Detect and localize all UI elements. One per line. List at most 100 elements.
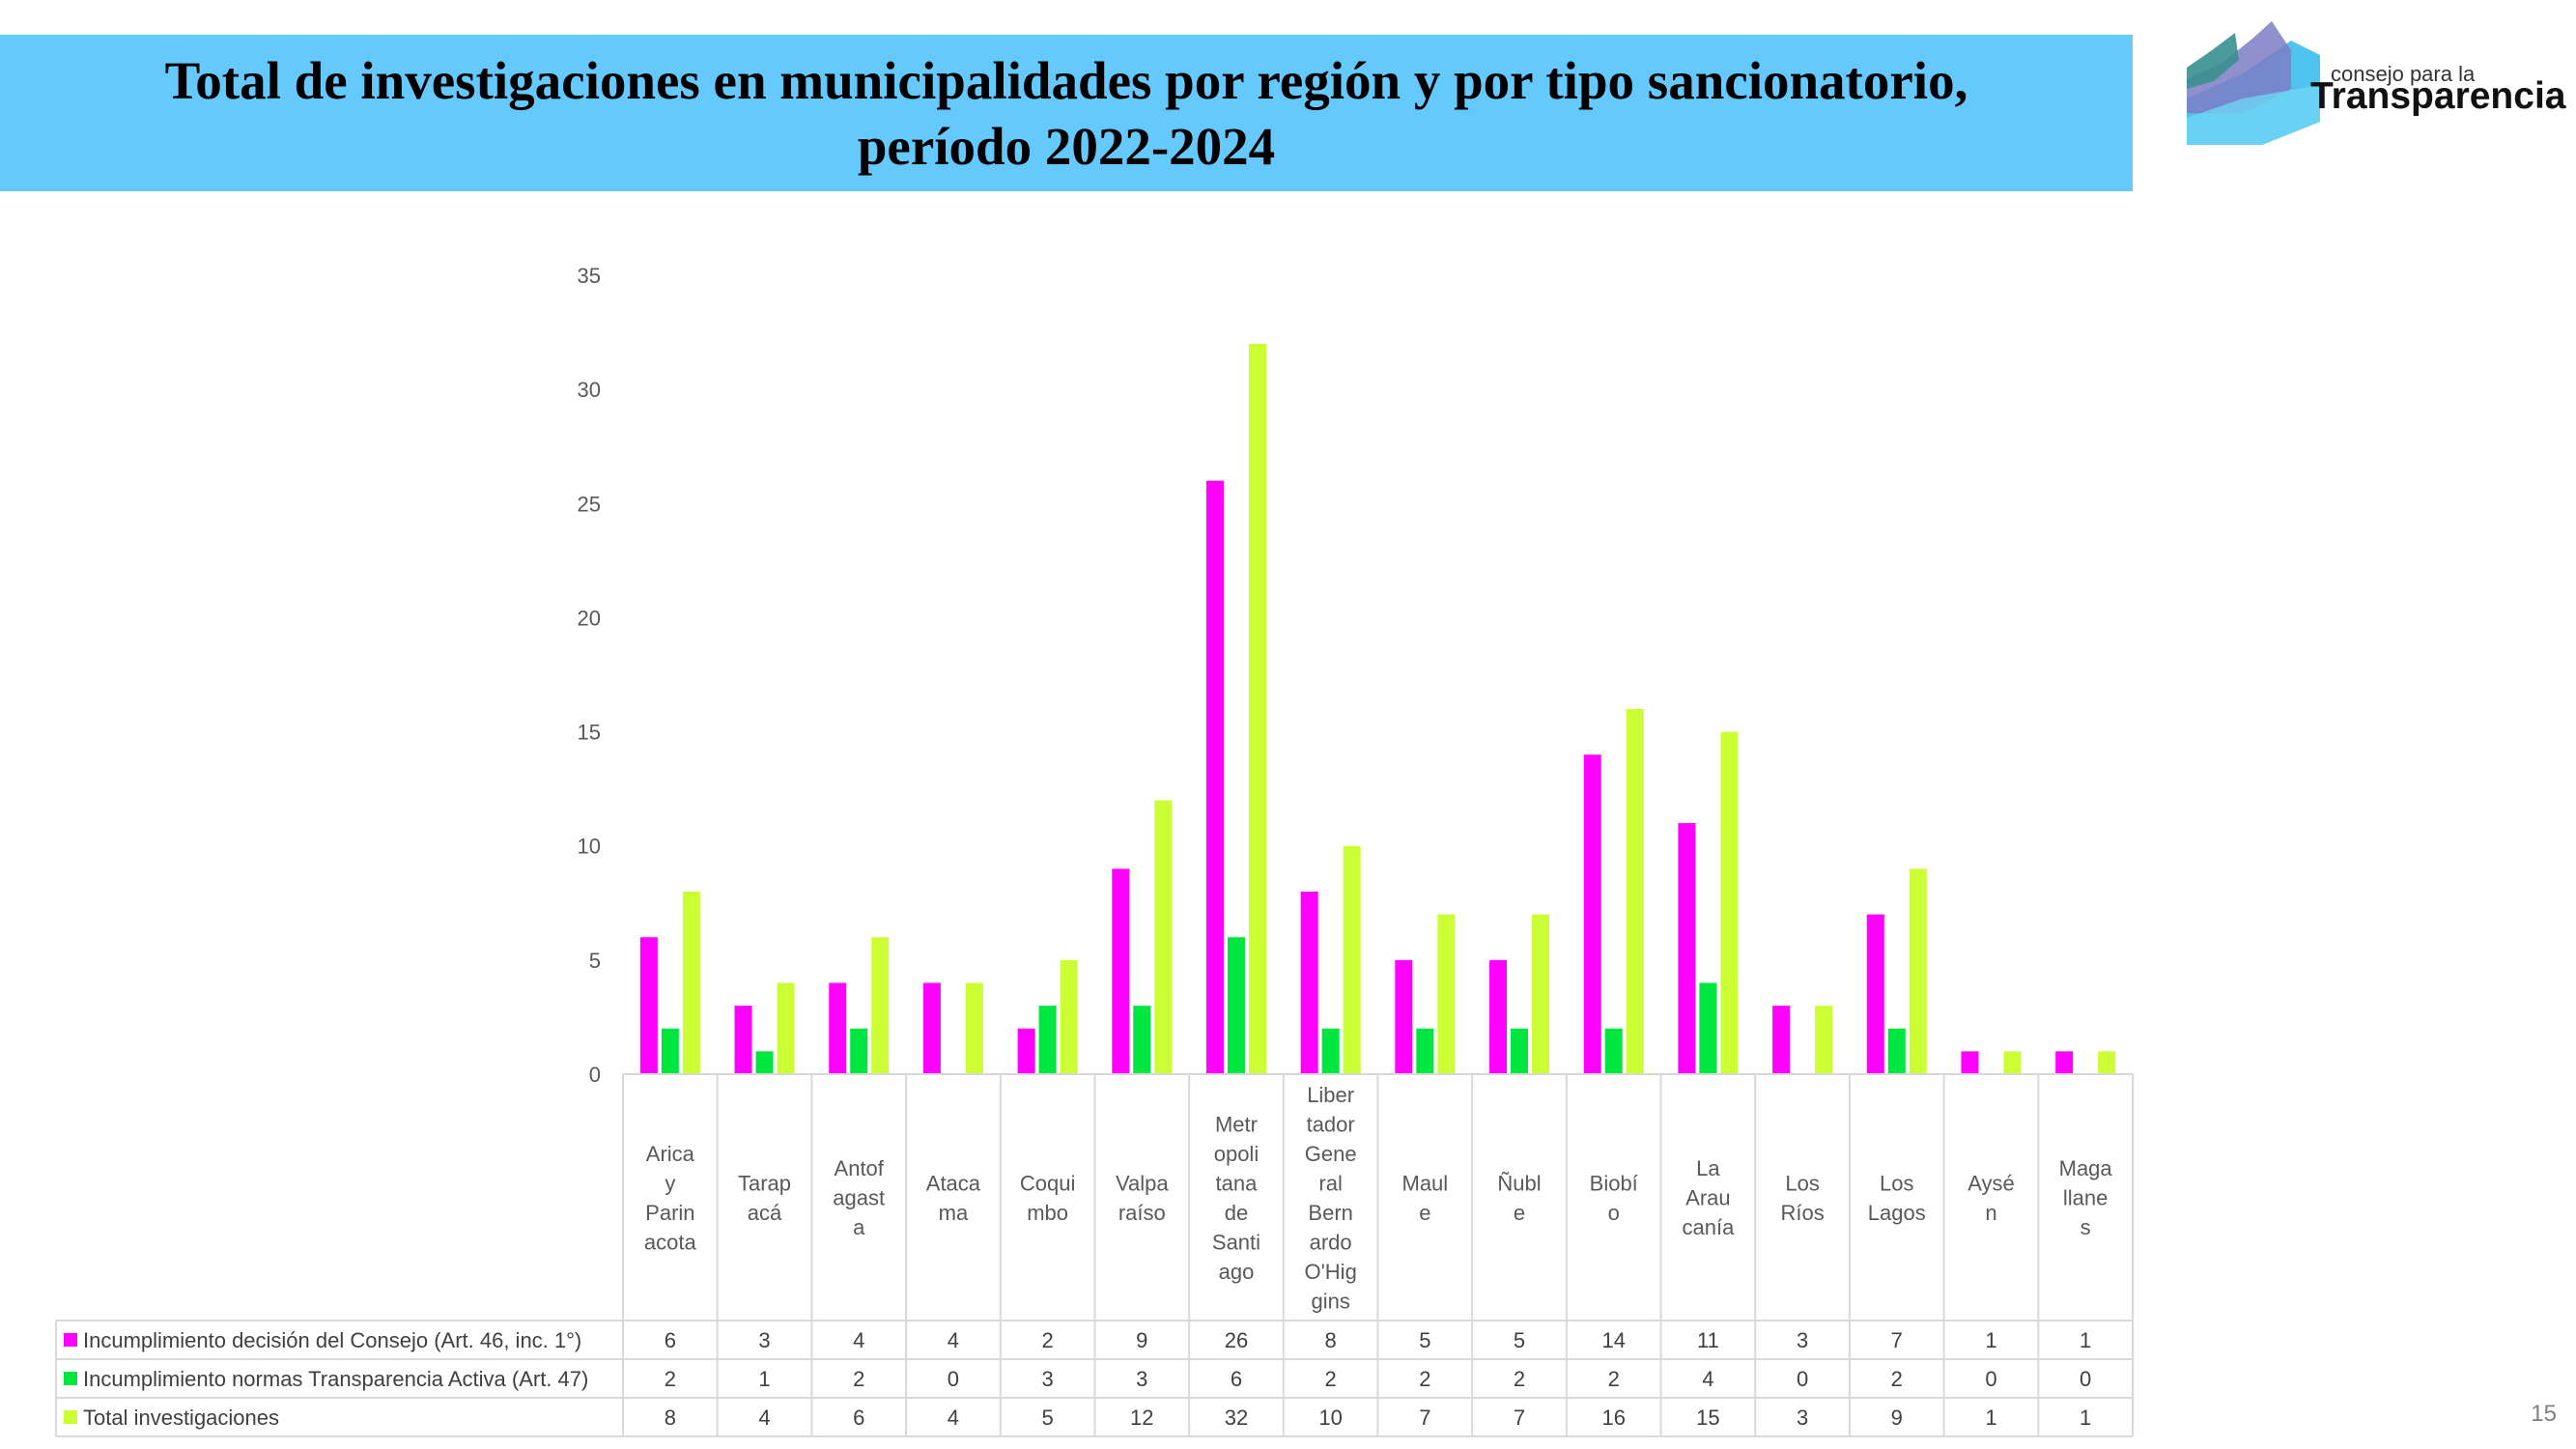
x-category-label: ago — [1219, 1260, 1255, 1284]
data-table-value: 5 — [1041, 1406, 1053, 1430]
data-table-value: 32 — [1225, 1406, 1248, 1430]
title-line-2: período 2022-2024 — [857, 117, 1276, 176]
data-table-value: 2 — [1891, 1367, 1903, 1391]
x-category-label: acota — [644, 1230, 697, 1254]
legend-label: Incumplimiento decisión del Consejo (Art… — [83, 1328, 581, 1352]
bar — [1112, 868, 1130, 1074]
x-category-label: tador — [1307, 1112, 1355, 1136]
x-category-label: Valpa — [1116, 1171, 1169, 1195]
bar — [922, 982, 941, 1074]
bar — [682, 891, 700, 1074]
bar — [1511, 1028, 1529, 1074]
x-category-label: Aysé — [1967, 1171, 2015, 1195]
data-table-value: 15 — [1696, 1406, 1719, 1430]
x-category-label: Maga — [2059, 1156, 2113, 1180]
bar — [965, 982, 983, 1074]
data-table-value: 3 — [1136, 1367, 1147, 1391]
bar — [639, 937, 658, 1074]
data-table-value: 6 — [1231, 1367, 1242, 1391]
data-table-value: 1 — [2080, 1406, 2091, 1430]
x-category-label: gins — [1311, 1289, 1349, 1313]
legend-swatch — [64, 1333, 77, 1347]
x-category-label: Ñubl — [1497, 1171, 1541, 1195]
x-category-label: e — [1514, 1201, 1525, 1225]
bar — [850, 1028, 868, 1074]
x-category-label: Los — [1785, 1171, 1819, 1195]
data-table-value: 5 — [1514, 1328, 1525, 1352]
x-category-label: raíso — [1118, 1201, 1166, 1225]
legend-swatch — [64, 1372, 77, 1385]
data-table-value: 0 — [948, 1367, 959, 1391]
bar — [1961, 1051, 1979, 1074]
x-category-label: agast — [833, 1186, 885, 1210]
x-category-label: Ataca — [926, 1171, 981, 1195]
x-category-label: ral — [1318, 1171, 1342, 1195]
x-category-label: acá — [748, 1201, 782, 1225]
bar — [1205, 480, 1224, 1075]
data-table-value: 2 — [1514, 1367, 1525, 1391]
x-category-label: ardo — [1310, 1230, 1352, 1254]
bar — [1038, 1006, 1057, 1074]
x-category-label: O'Hig — [1304, 1260, 1356, 1284]
y-tick-label: 30 — [578, 378, 601, 402]
x-category-label: Biobí — [1590, 1171, 1638, 1195]
data-table-value: 4 — [758, 1406, 770, 1430]
data-table-value: 1 — [1985, 1328, 1996, 1352]
data-table-value: 7 — [1891, 1328, 1903, 1352]
data-table-value: 2 — [853, 1367, 864, 1391]
bar — [1887, 1028, 1906, 1074]
data-table-value: 9 — [1136, 1328, 1147, 1352]
x-category-label: Liber — [1307, 1083, 1354, 1107]
bar — [1583, 754, 1601, 1074]
x-category-label: Metr — [1215, 1112, 1258, 1136]
data-table-value: 0 — [1797, 1367, 1808, 1391]
bar — [1133, 1006, 1151, 1074]
bar — [1300, 891, 1318, 1074]
x-category-label: Los — [1880, 1171, 1913, 1195]
bar — [755, 1051, 774, 1074]
data-table-value: 4 — [1702, 1367, 1713, 1391]
data-table-value: 2 — [1608, 1367, 1620, 1391]
legend-label: Total investigaciones — [83, 1406, 279, 1430]
bar — [1532, 914, 1550, 1074]
bar — [2098, 1051, 2116, 1074]
x-category-label: o — [1608, 1201, 1620, 1225]
bar — [1866, 914, 1884, 1074]
x-category-label: Arica — [646, 1142, 695, 1166]
x-category-label: Bern — [1308, 1201, 1352, 1225]
bar — [777, 982, 795, 1074]
legend-swatch — [64, 1410, 77, 1424]
data-table-value: 14 — [1601, 1328, 1625, 1352]
data-table-value: 7 — [1514, 1406, 1525, 1430]
x-category-label: s — [2081, 1215, 2091, 1239]
data-table-value: 8 — [1325, 1328, 1337, 1352]
consejo-transparencia-logo: consejo para la Transparencia — [2185, 21, 2571, 149]
data-table-value: 3 — [1041, 1367, 1053, 1391]
title-banner: Total de investigaciones en municipalida… — [0, 35, 2133, 191]
y-tick-label: 25 — [578, 492, 601, 516]
bar — [734, 1006, 752, 1074]
x-category-label: tana — [1216, 1171, 1259, 1195]
legend-label: Incumplimiento normas Transparencia Acti… — [83, 1367, 588, 1391]
bar — [1678, 823, 1696, 1074]
bar — [829, 982, 847, 1074]
bar — [1248, 343, 1266, 1074]
data-table-value: 8 — [665, 1406, 676, 1430]
data-table-value: 9 — [1891, 1406, 1903, 1430]
bar — [1227, 937, 1245, 1074]
bar — [1060, 959, 1078, 1074]
bar — [1772, 1006, 1791, 1074]
data-table-value: 11 — [1697, 1328, 1719, 1352]
data-table-value: 6 — [853, 1406, 864, 1430]
data-table-value: 5 — [1419, 1328, 1430, 1352]
logo-mark-icon — [2187, 21, 2320, 145]
x-category-label: de — [1225, 1201, 1248, 1225]
x-category-label: Parin — [645, 1201, 694, 1225]
x-category-label: ma — [939, 1201, 969, 1225]
page-title: Total de investigaciones en municipalida… — [0, 48, 2133, 180]
data-table-value: 2 — [1041, 1328, 1053, 1352]
x-category-label: opoli — [1214, 1142, 1259, 1166]
x-category-label: Ríos — [1780, 1201, 1824, 1225]
y-tick-label: 15 — [578, 721, 601, 745]
logo-small-text: consejo para la — [2331, 62, 2476, 86]
